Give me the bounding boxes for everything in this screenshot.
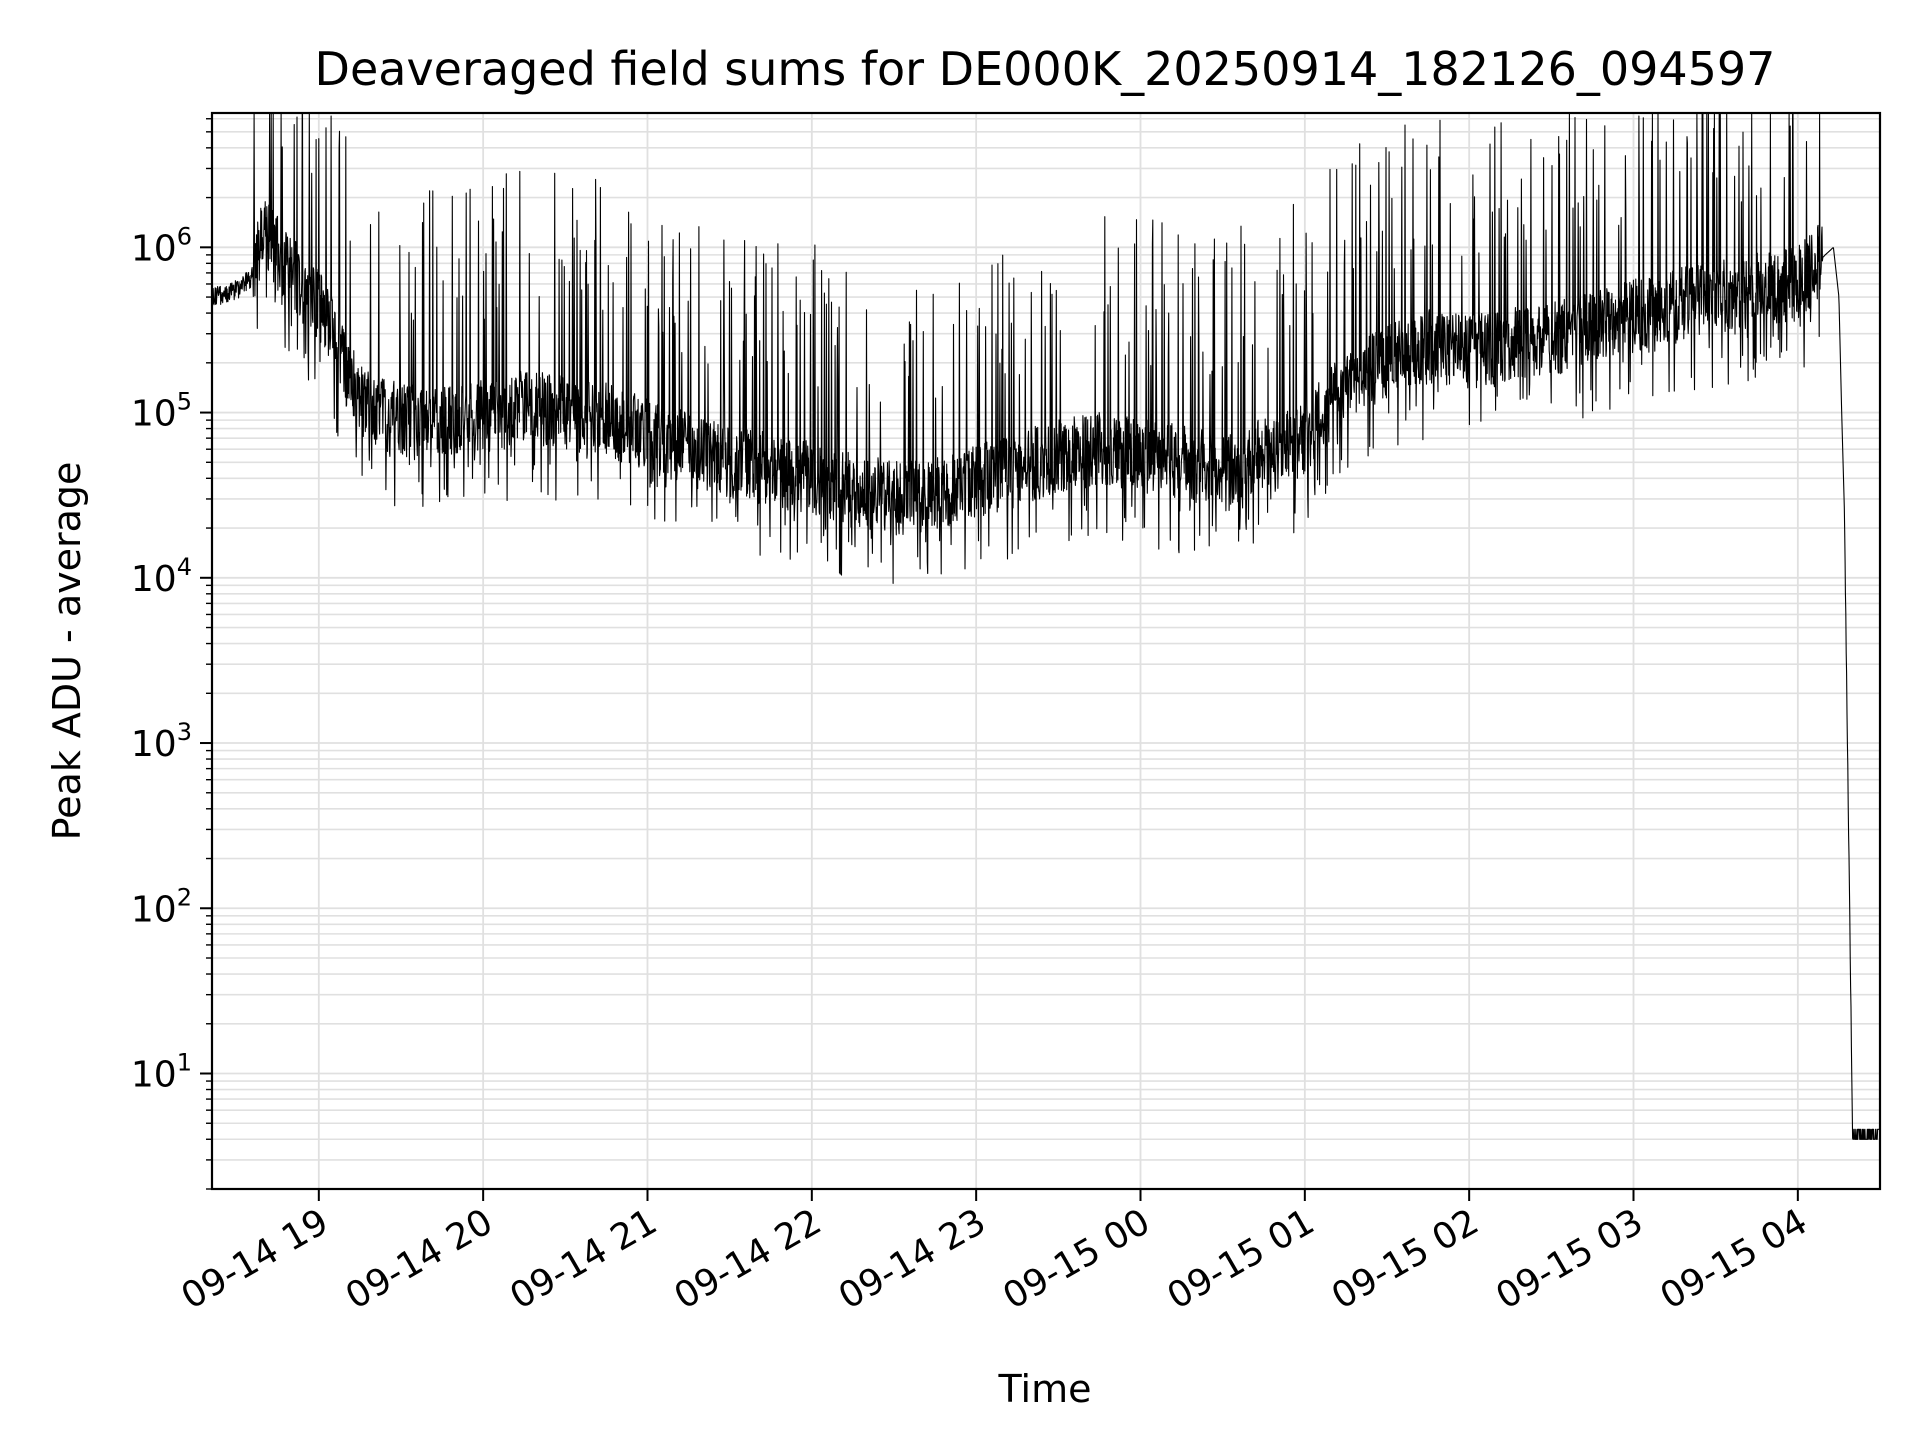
y-tick-label: 102 [131, 883, 192, 930]
series-layer [211, 112, 1881, 1140]
y-axis-label: Peak ADU - average [45, 462, 89, 841]
y-tick-label: 106 [131, 222, 192, 269]
y-tick-label: 104 [131, 553, 192, 600]
y-tick-label: 101 [131, 1049, 192, 1096]
y-tick-label: 105 [131, 388, 192, 435]
y-tick-label: 103 [131, 718, 192, 765]
plot-frame [210, 111, 1882, 1191]
x-axis-label: Time [998, 1367, 1092, 1411]
y-axis: 101 102 103 104 105 106 [131, 118, 212, 1190]
chart-title: Deaveraged field sums for DE000K_2025091… [315, 42, 1776, 96]
series-line [211, 112, 1881, 1140]
